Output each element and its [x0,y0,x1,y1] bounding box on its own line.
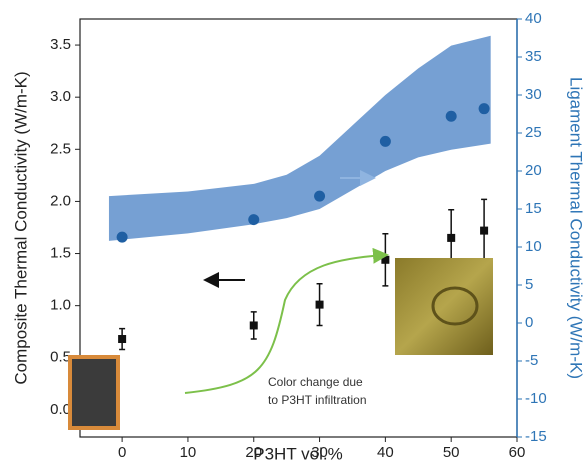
point [117,232,128,243]
annotation: to P3HT infiltration [268,393,367,407]
point [446,111,457,122]
point [479,103,490,114]
point [118,335,126,343]
point [380,136,391,147]
y-tick-label: 3.0 [50,88,71,105]
y-tick-label: 2.5 [50,140,71,157]
y2-tick-label: 15 [525,200,542,217]
point [314,191,325,202]
annotation: Color change due [268,375,363,389]
y2-axis-label: Ligament Thermal Conductivity (W/m-K) [567,77,586,379]
x-tick-label: 40 [377,444,394,461]
point [248,214,259,225]
y-tick-label: 3.5 [50,36,71,53]
y-tick-label: 0.5 [50,349,71,366]
y2-tick-label: -10 [525,390,547,407]
point [447,234,455,242]
y2-tick-label: 5 [525,276,533,293]
point [480,227,488,235]
green-arrow [185,255,385,393]
y2-tick-label: -15 [525,428,547,445]
y2-tick-label: 35 [525,48,542,65]
point [316,301,324,309]
x-axis-label: P3HT vol.% [253,444,342,463]
y2-tick-label: 30 [525,86,542,103]
y-tick-label: 1.5 [50,245,71,262]
y2-tick-label: -5 [525,352,538,369]
point [381,256,389,264]
chart: 01020304050600.00.51.01.52.02.53.03.5-15… [0,0,586,467]
x-tick-label: 0 [118,444,126,461]
y-axis-label: Composite Thermal Conductivity (W/m-K) [11,71,30,384]
band [109,36,491,241]
y2-tick-label: 25 [525,124,542,141]
y2-tick-label: 10 [525,238,542,255]
y-tick-label: 0.0 [50,401,71,418]
y2-tick-label: 40 [525,10,542,27]
point [250,321,258,329]
y2-tick-label: 20 [525,162,542,179]
x-tick-label: 50 [443,444,460,461]
y-tick-label: 2.0 [50,192,71,209]
x-tick-label: 10 [180,444,197,461]
y-tick-label: 1.0 [50,297,71,314]
x-tick-label: 60 [509,444,526,461]
y2-tick-label: 0 [525,314,533,331]
photo-before-sample [72,359,116,426]
